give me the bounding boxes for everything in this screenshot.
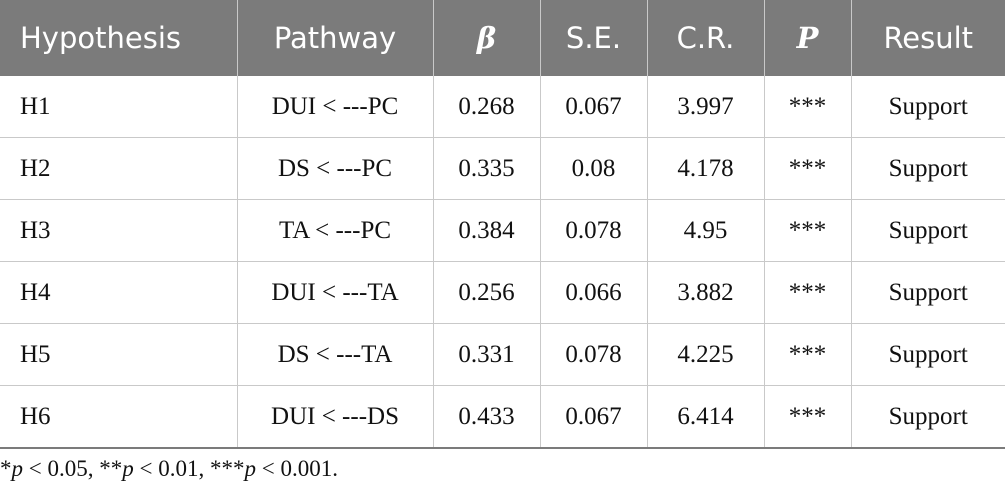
cell-hypothesis: H2: [0, 137, 238, 200]
cell-result: Support: [851, 323, 1005, 386]
cell-p: ***: [764, 261, 852, 324]
table-row: H1 DUI < ---PC 0.268 0.067 3.997 *** Sup…: [0, 76, 1005, 138]
header-beta: β: [433, 0, 541, 76]
cell-result: Support: [851, 199, 1005, 262]
cell-se: 0.078: [540, 199, 648, 262]
cell-se: 0.067: [540, 76, 648, 138]
cell-cr: 3.997: [647, 76, 765, 138]
cell-cr: 4.178: [647, 137, 765, 200]
table-footnote: *p < 0.05, **p < 0.01, ***p < 0.001.: [0, 456, 338, 482]
cell-se: 0.067: [540, 385, 648, 449]
header-hypothesis: Hypothesis: [0, 0, 238, 76]
cell-beta: 0.335: [433, 137, 541, 200]
header-se: S.E.: [540, 0, 648, 76]
cell-cr: 6.414: [647, 385, 765, 449]
cell-pathway: DUI < ---TA: [237, 261, 434, 324]
header-pathway: Pathway: [237, 0, 434, 76]
cell-pathway: DUI < ---PC: [237, 76, 434, 138]
cell-result: Support: [851, 76, 1005, 138]
cell-hypothesis: H1: [0, 76, 238, 138]
cell-hypothesis: H6: [0, 385, 238, 449]
cell-hypothesis: H4: [0, 261, 238, 324]
cell-beta: 0.331: [433, 323, 541, 386]
cell-p: ***: [764, 199, 852, 262]
cell-se: 0.066: [540, 261, 648, 324]
footnote-text-3: < 0.001.: [255, 456, 338, 481]
footnote-text-1: < 0.05, **: [23, 456, 123, 481]
table-row: H3 TA < ---PC 0.384 0.078 4.95 *** Suppo…: [0, 199, 1005, 262]
footnote-p-2: p: [122, 456, 134, 481]
footnote-text-2: < 0.01, ***: [133, 456, 245, 481]
cell-beta: 0.256: [433, 261, 541, 324]
cell-result: Support: [851, 261, 1005, 324]
cell-result: Support: [851, 137, 1005, 200]
footnote-p-1: p: [11, 456, 24, 481]
cell-p: ***: [764, 385, 852, 449]
header-p: P: [764, 0, 852, 76]
cell-pathway: DS < ---PC: [237, 137, 434, 200]
cell-beta: 0.268: [433, 76, 541, 138]
table-row: H4 DUI < ---TA 0.256 0.066 3.882 *** Sup…: [0, 261, 1005, 324]
cell-hypothesis: H3: [0, 199, 238, 262]
cell-se: 0.078: [540, 323, 648, 386]
cell-beta: 0.384: [433, 199, 541, 262]
cell-p: ***: [764, 323, 852, 386]
cell-cr: 3.882: [647, 261, 765, 324]
cell-cr: 4.95: [647, 199, 765, 262]
cell-p: ***: [764, 137, 852, 200]
cell-cr: 4.225: [647, 323, 765, 386]
header-cr: C.R.: [647, 0, 765, 76]
table-row: H5 DS < ---TA 0.331 0.078 4.225 *** Supp…: [0, 323, 1005, 386]
cell-pathway: DUI < ---DS: [237, 385, 434, 449]
header-result: Result: [851, 0, 1005, 76]
table-row: H2 DS < ---PC 0.335 0.08 4.178 *** Suppo…: [0, 137, 1005, 200]
cell-hypothesis: H5: [0, 323, 238, 386]
cell-se: 0.08: [540, 137, 648, 200]
hypothesis-results-table: Hypothesis Pathway β S.E. C.R. P Result …: [0, 0, 1005, 449]
cell-result: Support: [851, 385, 1005, 449]
footnote-star-1: *: [0, 456, 12, 481]
table-header-row: Hypothesis Pathway β S.E. C.R. P Result: [0, 0, 1005, 76]
footnote-p-3: p: [244, 456, 256, 481]
cell-pathway: TA < ---PC: [237, 199, 434, 262]
cell-pathway: DS < ---TA: [237, 323, 434, 386]
cell-beta: 0.433: [433, 385, 541, 449]
cell-p: ***: [764, 76, 852, 138]
table-row: H6 DUI < ---DS 0.433 0.067 6.414 *** Sup…: [0, 385, 1005, 449]
